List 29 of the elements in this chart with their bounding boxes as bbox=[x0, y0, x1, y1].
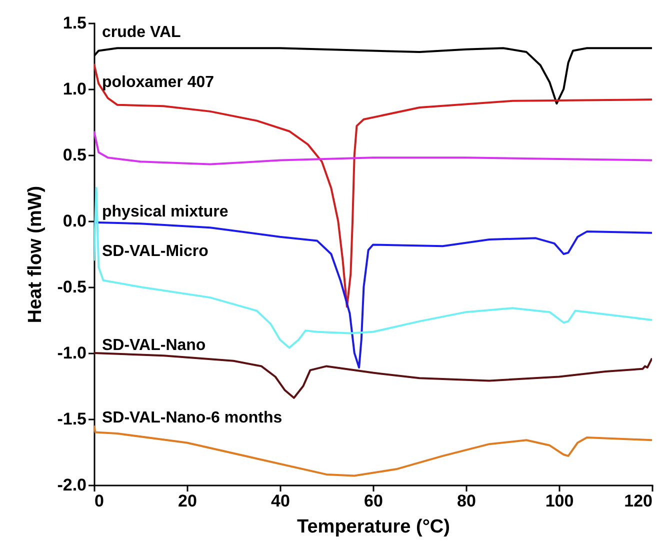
x-tick-label: 40 bbox=[271, 492, 290, 510]
y-tick-label: -1.0 bbox=[57, 344, 86, 362]
series-label: SD-VAL-Nano bbox=[102, 336, 206, 354]
y-tick-label: -2.0 bbox=[57, 476, 86, 494]
line-series bbox=[94, 352, 652, 399]
x-tick-label: 80 bbox=[457, 492, 476, 510]
line-series bbox=[94, 130, 652, 166]
line-series bbox=[94, 62, 652, 308]
line-series bbox=[94, 221, 652, 369]
x-tick-label: 20 bbox=[178, 492, 197, 510]
series-label: SD-VAL-Nano-6 months bbox=[102, 410, 282, 427]
y-tick-label: -0.5 bbox=[57, 278, 86, 296]
y-tick-label: 1.0 bbox=[62, 80, 86, 98]
series-label: crude VAL bbox=[102, 24, 182, 42]
y-tick-label: 1.5 bbox=[62, 14, 86, 32]
series-label: physical mixture bbox=[102, 204, 228, 221]
line-series bbox=[94, 187, 652, 349]
y-axis-title: Heat flow (mW) bbox=[25, 186, 46, 324]
y-tick-label: 0.0 bbox=[62, 212, 86, 230]
y-tick-label: -1.5 bbox=[57, 410, 86, 428]
x-tick-label: 120 bbox=[624, 492, 652, 510]
x-axis-title: Temperature (°C) bbox=[297, 516, 450, 538]
x-tick-label: 100 bbox=[545, 492, 574, 510]
series-label: poloxamer 407 bbox=[102, 74, 214, 92]
y-tick-label: 0.5 bbox=[62, 146, 86, 164]
series-label: SD-VAL-Micro bbox=[102, 243, 209, 260]
x-tick-label: 0 bbox=[94, 492, 104, 510]
x-tick-label: 60 bbox=[364, 492, 383, 510]
line-series bbox=[94, 424, 652, 477]
